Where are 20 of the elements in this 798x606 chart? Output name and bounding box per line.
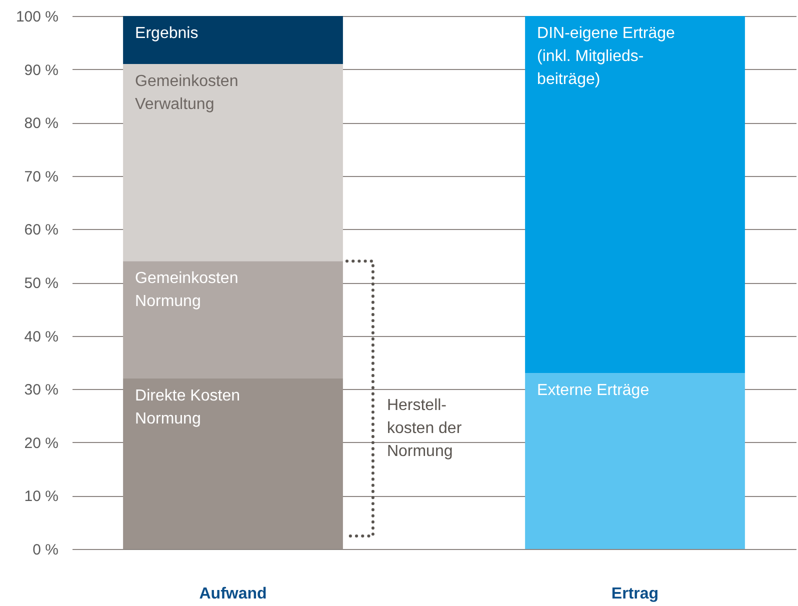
annotation: Herstell- kosten der Normung [386,397,462,460]
y-tick-label: 50 % [24,275,58,292]
y-tick-label: 100 % [16,8,58,26]
y-tick-label: 80 % [24,115,58,132]
x-tick-label: Ertrag [611,586,659,602]
y-tick-label: 20 % [24,434,58,452]
series-label: Externe Erträge [537,382,650,400]
series-label: Gemeinkosten Verwaltung [135,72,238,113]
series-label: Gemeinkosten Normung [135,270,238,310]
series-label: Direkte Kosten Normung [135,387,240,428]
y-tick-label: 10 % [24,488,58,506]
y-tick-label: 60 % [24,222,58,239]
y-tick-label: 40 % [24,328,58,346]
series-label: DIN-eigene Erträge (inkl. Mitglieds- beiträge) [537,25,675,88]
y-tick-label: 90 % [24,62,58,79]
y-tick-label: 0 % [32,542,58,558]
y-tick-label: 70 % [24,168,58,186]
series-label: Ergebnis [135,25,198,42]
x-tick-label: Aufwand [199,586,267,602]
y-tick-label: 30 % [24,382,58,399]
